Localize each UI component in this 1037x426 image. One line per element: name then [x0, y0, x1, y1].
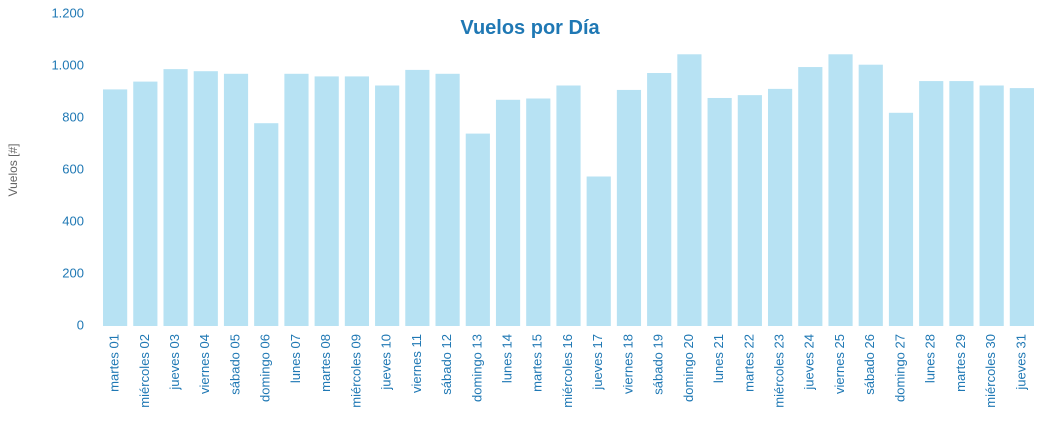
bar	[616, 89, 642, 326]
bar	[133, 81, 158, 326]
x-tick-label: miércoles 09	[348, 334, 363, 408]
x-tick-label: martes 01	[107, 334, 122, 392]
x-tick-label: lunes 21	[711, 334, 726, 383]
x-tick-label: viernes 04	[197, 334, 212, 394]
x-tick-label: martes 22	[741, 334, 756, 392]
x-tick-label: sábado 19	[651, 334, 666, 395]
bar	[828, 54, 853, 327]
x-tick-label: jueves 17	[590, 334, 605, 391]
bar	[526, 98, 551, 326]
bar	[254, 123, 279, 326]
x-tick-label: miércoles 30	[983, 334, 998, 408]
bar	[586, 176, 611, 326]
y-tick-label: 0	[77, 317, 84, 332]
x-tick-label: martes 08	[318, 334, 333, 392]
x-tick-label: jueves 10	[379, 334, 394, 391]
x-tick-label: viernes 25	[832, 334, 847, 394]
bar	[949, 81, 974, 326]
x-tick-label: sábado 12	[439, 334, 454, 395]
x-tick-label: miércoles 16	[560, 334, 575, 408]
y-axis-label: Vuelos [#]	[6, 144, 20, 197]
bar	[707, 97, 732, 326]
y-tick-label: 1.200	[51, 5, 84, 20]
x-tick-label: lunes 28	[923, 334, 938, 383]
bar	[677, 54, 702, 327]
x-tick-label: miércoles 23	[772, 334, 787, 408]
bar	[435, 73, 460, 326]
bar	[495, 99, 521, 326]
bar	[465, 133, 490, 326]
x-tick-label: sábado 05	[227, 334, 242, 395]
bar	[375, 85, 400, 326]
y-tick-label: 400	[62, 213, 84, 228]
x-tick-label: domingo 13	[469, 334, 484, 402]
bar	[193, 71, 218, 326]
x-tick-label: domingo 06	[258, 334, 273, 402]
x-tick-label: domingo 20	[681, 334, 696, 402]
chart-title: Vuelos por Día	[460, 17, 600, 39]
bar	[798, 67, 823, 326]
x-tick-label: jueves 03	[167, 334, 182, 391]
x-tick-label: lunes 07	[288, 334, 303, 383]
x-tick-label: viernes 18	[620, 334, 635, 394]
y-tick-label: 1.000	[51, 57, 84, 72]
bar	[767, 88, 793, 326]
y-tick-label: 800	[62, 109, 84, 124]
bar	[1009, 88, 1034, 326]
bar	[556, 85, 581, 326]
x-tick-label: martes 15	[530, 334, 545, 392]
x-tick-label: domingo 27	[892, 334, 907, 402]
bar	[314, 76, 339, 327]
bar	[223, 73, 249, 326]
bar	[405, 69, 430, 327]
x-tick-label: viernes 11	[409, 334, 424, 393]
bar	[858, 64, 883, 326]
bar	[737, 95, 762, 327]
y-tick-label: 600	[62, 161, 84, 176]
bar	[163, 69, 188, 327]
x-tick-label: jueves 31	[1013, 334, 1028, 391]
x-tick-label: lunes 14	[499, 334, 514, 383]
bar	[979, 85, 1004, 326]
y-tick-label: 200	[62, 265, 84, 280]
bar	[103, 89, 128, 327]
x-tick-label: sábado 26	[862, 334, 877, 395]
bar	[888, 112, 914, 326]
x-tick-label: jueves 24	[802, 334, 817, 391]
bar	[919, 81, 944, 326]
x-tick-label: martes 29	[953, 334, 968, 392]
x-tick-label: miércoles 02	[137, 334, 152, 408]
bar	[344, 76, 370, 327]
bar	[647, 73, 672, 327]
bar	[284, 73, 309, 326]
